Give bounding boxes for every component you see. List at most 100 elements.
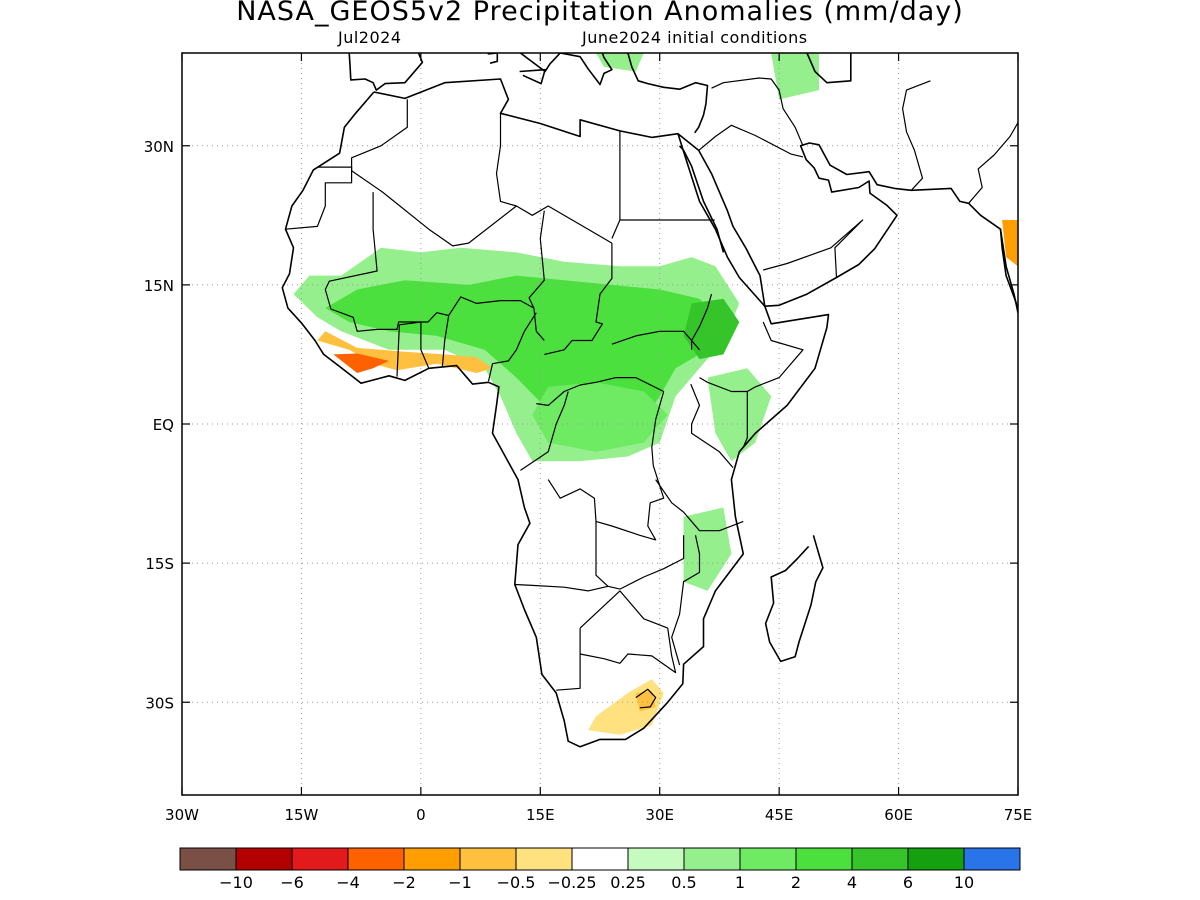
border-lesotho [635, 688, 657, 709]
border-iraq-iran [711, 77, 804, 147]
chart-title: NASA_GEOS5v2 Precipitation Anomalies (mm… [236, 0, 964, 27]
border-namibia-botswana-sa [556, 628, 581, 691]
coastline-iberia [348, 53, 424, 91]
colorbar-label: 1 [735, 873, 745, 892]
border-angola-namibia [514, 583, 621, 592]
colorbar-swatch [459, 847, 517, 871]
forecast-month: Jul2024 [338, 28, 402, 47]
anomaly-guinea-coast-dry [317, 331, 493, 373]
border-morocco-algeria [351, 99, 408, 171]
x-tick-label: 75E [1004, 806, 1033, 824]
colorbar-swatch [235, 847, 293, 871]
border-pakistan-india [968, 122, 1018, 204]
colorbar-swatch [403, 847, 461, 871]
border-car-drc [536, 377, 664, 406]
coastline-sri-lanka-tip [999, 229, 1018, 313]
y-tick-label: 30S [145, 694, 174, 712]
colorbar-swatch [907, 847, 965, 871]
colorbar-label: −6 [280, 873, 304, 892]
colorbar-swatch [515, 847, 573, 871]
coastline-africa [281, 78, 830, 748]
coastline-sardinia [487, 53, 499, 64]
border-niger-nigeria [448, 296, 535, 316]
border-angola-zambia [595, 521, 609, 587]
colorbar-label: 4 [847, 873, 857, 892]
anomaly-east-africa-wet [707, 368, 772, 462]
y-tick-label: 30N [144, 138, 174, 156]
colorbar-label: 0.5 [671, 873, 696, 892]
border-tanzania-zambia [655, 479, 744, 532]
border-sudan-ethiopia [690, 293, 713, 350]
border-botswana-sa [579, 590, 677, 674]
border-uganda-kenya-tanzania [690, 383, 734, 468]
coastline-italy-greece [519, 53, 613, 86]
colorbar-swatch [795, 847, 853, 871]
x-tick-label: 15W [284, 806, 318, 824]
anomaly-india-dry [1002, 220, 1018, 267]
coastline-red-sea-west [678, 145, 725, 253]
lat-lon-grid [182, 53, 1018, 795]
coastline-arabia [677, 133, 1018, 313]
colorbar-label: −4 [336, 873, 360, 892]
anomaly-shading [293, 53, 1018, 735]
y-tick-label: 15S [145, 555, 174, 573]
border-congo-drc [520, 391, 569, 471]
colorbar-label: −1 [448, 873, 472, 892]
coastline-caspian-persian [806, 53, 852, 84]
border-zambia-zimbabwe [619, 535, 685, 590]
border-kenya-somalia [742, 391, 748, 448]
border-mozambique-malawi [671, 535, 701, 666]
anomaly-mozambique-wet [683, 507, 732, 591]
x-tick-label: 0 [416, 806, 426, 824]
anomaly-mideast-wet [771, 53, 819, 100]
border-libya-west [495, 113, 613, 244]
x-tick-label: 45E [765, 806, 794, 824]
colorbar-swatch [291, 847, 349, 871]
border-libya-egypt [611, 130, 621, 239]
colorbar-label: 0.25 [610, 873, 646, 892]
colorbar-label: 2 [791, 873, 801, 892]
colorbar-label: −2 [392, 873, 416, 892]
x-tick-label: 30W [165, 806, 199, 824]
coastline-madagascar [764, 535, 824, 663]
colorbar-swatch [347, 847, 405, 871]
border-saudi-yemen-oman [763, 219, 864, 278]
colorbar-label: 10 [954, 873, 974, 892]
coastline-sicily [519, 68, 546, 85]
x-tick-label: 60E [884, 806, 913, 824]
border-chad-east [544, 243, 613, 355]
border-chad-west [528, 210, 545, 341]
border-ghana-togo [396, 321, 430, 377]
axis-ticks: 30W 15W 0 15E 30E 45E 60E 75E 30N 15N EQ 15S 30S [144, 53, 1033, 824]
border-ethiopia-somalia [699, 321, 804, 393]
y-tick-label: EQ [153, 416, 174, 434]
border-sudan-south [611, 330, 700, 351]
colorbar-label: 6 [903, 873, 913, 892]
border-drc-east [547, 391, 665, 541]
colorbar: −10 −6 −4 −2 −1 −0.5 −0.25 0.25 0.5 1 2 4 6 10 [179, 847, 1021, 892]
border-western-sahara [285, 166, 353, 230]
colorbar-swatch [963, 847, 1021, 871]
anomaly-ethiopia-wet [683, 298, 740, 360]
x-tick-label: 15E [526, 806, 555, 824]
border-iran-pakistan-afghan [901, 80, 931, 191]
colorbar-swatch [627, 847, 685, 871]
country-borders [285, 77, 1018, 709]
anomaly-sahel-wet-core [325, 275, 724, 424]
colorbar-swatch [851, 847, 909, 871]
colorbar-swatch [179, 847, 237, 871]
y-tick-label: 15N [144, 277, 174, 295]
border-saudi-jordan-iraq [698, 124, 804, 158]
colorbar-swatch [571, 847, 629, 871]
colorbar-swatch [683, 847, 741, 871]
border-algeria-mali-niger [351, 170, 517, 247]
anomaly-liberia-dry [333, 353, 389, 373]
x-tick-label: 30E [645, 806, 674, 824]
colorbar-label: −0.25 [547, 873, 596, 892]
coastline-mediterranean-north [627, 53, 709, 134]
border-west-africa-interior [324, 289, 450, 367]
colorbar-label: −0.5 [497, 873, 536, 892]
initial-conditions: June2024 initial conditions [582, 28, 808, 47]
border-mauritania-mali [324, 192, 378, 290]
